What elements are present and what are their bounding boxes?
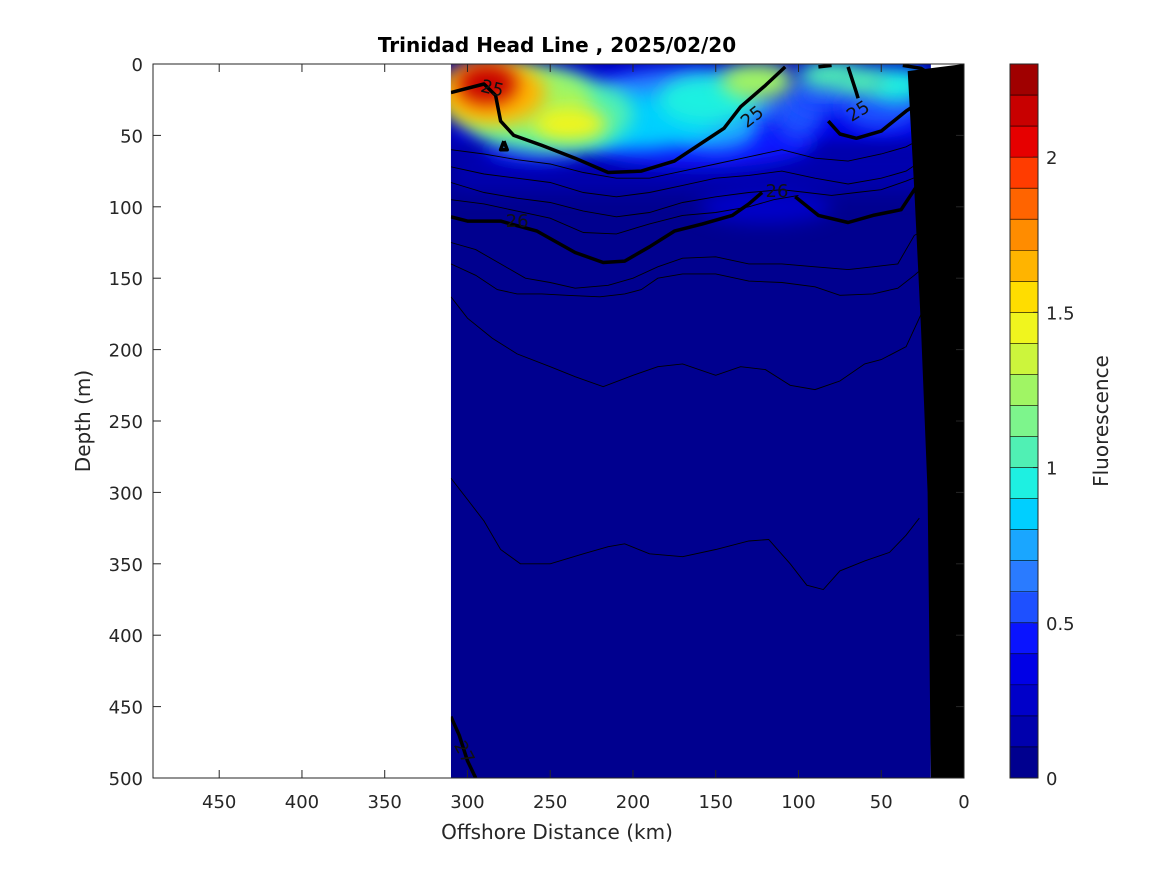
x-tick-label: 250 bbox=[533, 792, 567, 813]
colorbar-segment bbox=[1010, 684, 1038, 717]
y-tick-label: 250 bbox=[109, 412, 143, 433]
colorbar-tick-label: 1 bbox=[1046, 459, 1057, 480]
y-tick-label: 400 bbox=[109, 626, 143, 647]
thin-contour-line bbox=[450, 194, 799, 235]
colorbar: 0 0.5 1 1.5 2 bbox=[1009, 63, 1075, 790]
colorbar-segment bbox=[1010, 498, 1038, 531]
density-contour-27 bbox=[450, 715, 478, 778]
thin-contour-line bbox=[450, 135, 928, 179]
y-tick-label: 150 bbox=[109, 269, 143, 290]
x-axis-label: Offshore Distance (km) bbox=[441, 820, 673, 844]
density-contours bbox=[450, 64, 930, 778]
contour-label: 26 bbox=[766, 181, 789, 202]
y-axis-label: Depth (m) bbox=[71, 370, 95, 472]
contour-label: 26 bbox=[506, 211, 529, 232]
y-tick-label: 300 bbox=[109, 483, 143, 504]
colorbar-tick-label: 2 bbox=[1046, 148, 1057, 169]
colorbar-tick-label: 0 bbox=[1046, 769, 1057, 790]
colorbar-segment bbox=[1010, 436, 1038, 469]
density-contour-26 bbox=[450, 191, 764, 265]
y-tick-label: 450 bbox=[109, 698, 143, 719]
x-tick-label: 350 bbox=[368, 792, 402, 813]
y-tick-label: 50 bbox=[120, 126, 143, 147]
x-tick-label: 200 bbox=[616, 792, 650, 813]
x-tick-label: 450 bbox=[202, 792, 236, 813]
colorbar-label: Fluorescence bbox=[1089, 355, 1113, 487]
bottom-topography bbox=[907, 64, 964, 778]
thin-contour-line bbox=[450, 172, 928, 218]
colorbar-segment bbox=[1010, 126, 1038, 158]
colorbar-segment bbox=[1010, 95, 1038, 127]
fluorescence-hotspot bbox=[533, 106, 607, 142]
fluorescence-hotspot bbox=[836, 66, 887, 96]
y-tick-label: 0 bbox=[132, 55, 143, 76]
thin-contour-line bbox=[450, 263, 928, 298]
density-contour-25 bbox=[846, 66, 860, 99]
colorbar-segment bbox=[1010, 343, 1038, 375]
y-tick-label: 500 bbox=[109, 769, 143, 790]
colorbar-segment bbox=[1010, 715, 1038, 748]
colorbar-segment bbox=[1010, 374, 1038, 406]
x-axis: 450 400 350 300 250 200 150 100 50 0 bbox=[202, 64, 970, 813]
colorbar-segment bbox=[1010, 591, 1038, 624]
x-tick-label: 100 bbox=[781, 792, 815, 813]
x-tick-label: 150 bbox=[699, 792, 733, 813]
density-contour-25 bbox=[818, 64, 832, 69]
colorbar-tick-label: 1.5 bbox=[1046, 303, 1075, 324]
density-contour-25 bbox=[498, 140, 509, 152]
fluorescence-hotspot bbox=[457, 64, 518, 104]
colorbar-segment bbox=[1010, 281, 1038, 313]
fluorescence-field bbox=[450, 64, 931, 778]
colorbar-segment bbox=[1010, 219, 1038, 251]
colorbar-segment bbox=[1010, 250, 1038, 282]
thin-contour-line bbox=[450, 156, 928, 198]
thin-contour-line bbox=[450, 477, 920, 591]
x-tick-label: 400 bbox=[285, 792, 319, 813]
x-tick-label: 0 bbox=[958, 792, 969, 813]
colorbar-segment bbox=[1010, 560, 1038, 593]
colorbar-segment bbox=[1010, 529, 1038, 562]
colorbar-segment bbox=[1010, 312, 1038, 344]
y-tick-label: 200 bbox=[109, 341, 143, 362]
colorbar-segment bbox=[1010, 467, 1038, 500]
colorbar-segment bbox=[1010, 746, 1038, 779]
y-axis: 0 50 100 150 200 250 300 350 400 450 500 bbox=[109, 55, 964, 790]
colorbar-segment bbox=[1010, 188, 1038, 220]
density-contour-25 bbox=[826, 95, 929, 141]
colorbar-frame bbox=[1009, 63, 1039, 779]
fluorescence-hotspot bbox=[720, 64, 794, 100]
density-contour-26 bbox=[794, 168, 930, 225]
density-contour-25 bbox=[450, 65, 787, 175]
y-tick-label: 100 bbox=[109, 198, 143, 219]
thin-contour-line bbox=[450, 296, 924, 391]
chart-title: Trinidad Head Line , 2025/02/20 bbox=[378, 33, 736, 57]
colorbar-segment bbox=[1010, 157, 1038, 189]
colorbar-segment bbox=[1010, 64, 1038, 96]
thin-contour-line bbox=[450, 227, 928, 289]
colorbar-segment bbox=[1010, 653, 1038, 686]
colorbar-segment bbox=[1010, 622, 1038, 655]
colorbar-tick-label: 0.5 bbox=[1046, 614, 1075, 635]
y-tick-label: 350 bbox=[109, 555, 143, 576]
x-tick-label: 300 bbox=[450, 792, 484, 813]
colorbar-segment bbox=[1010, 405, 1038, 438]
x-tick-label: 50 bbox=[870, 792, 893, 813]
